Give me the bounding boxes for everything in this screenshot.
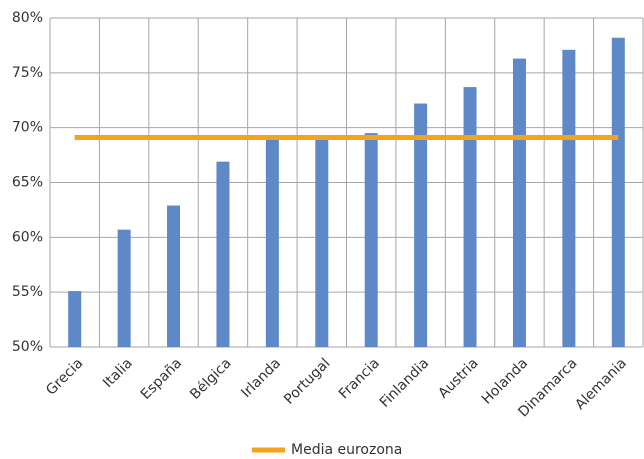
x-tick-label: Grecia xyxy=(43,355,86,398)
x-tick-label: Italia xyxy=(100,355,136,391)
bar xyxy=(414,103,428,347)
x-tick-label: Finlandia xyxy=(377,355,433,411)
x-tick-label: Alemania xyxy=(572,355,630,413)
y-tick-label: 70% xyxy=(12,120,43,136)
x-tick-label: Holanda xyxy=(479,355,531,407)
bar xyxy=(167,205,181,347)
y-tick-label: 55% xyxy=(12,284,43,300)
y-tick-label: 65% xyxy=(12,175,43,191)
x-tick-label: Portugal xyxy=(281,355,333,407)
x-tick-label: Austria xyxy=(435,355,481,401)
bar xyxy=(364,133,378,347)
y-tick-label: 50% xyxy=(12,339,43,355)
bar xyxy=(315,138,329,347)
x-tick-label: España xyxy=(138,355,185,402)
x-tick-label: Irlanda xyxy=(238,355,284,401)
bar xyxy=(265,137,279,347)
y-tick-label: 80% xyxy=(12,10,43,26)
bar xyxy=(611,37,625,348)
y-tick-label: 60% xyxy=(12,229,43,245)
bar xyxy=(463,87,477,347)
bar xyxy=(562,49,576,347)
bar xyxy=(117,229,131,347)
legend-label: Media eurozona xyxy=(291,442,402,458)
y-tick-label: 75% xyxy=(12,65,43,81)
x-tick-label: Francia xyxy=(336,355,383,402)
bar xyxy=(68,291,82,347)
x-tick-label: Bélgica xyxy=(187,355,234,402)
bar xyxy=(216,161,230,347)
bar xyxy=(512,58,526,348)
